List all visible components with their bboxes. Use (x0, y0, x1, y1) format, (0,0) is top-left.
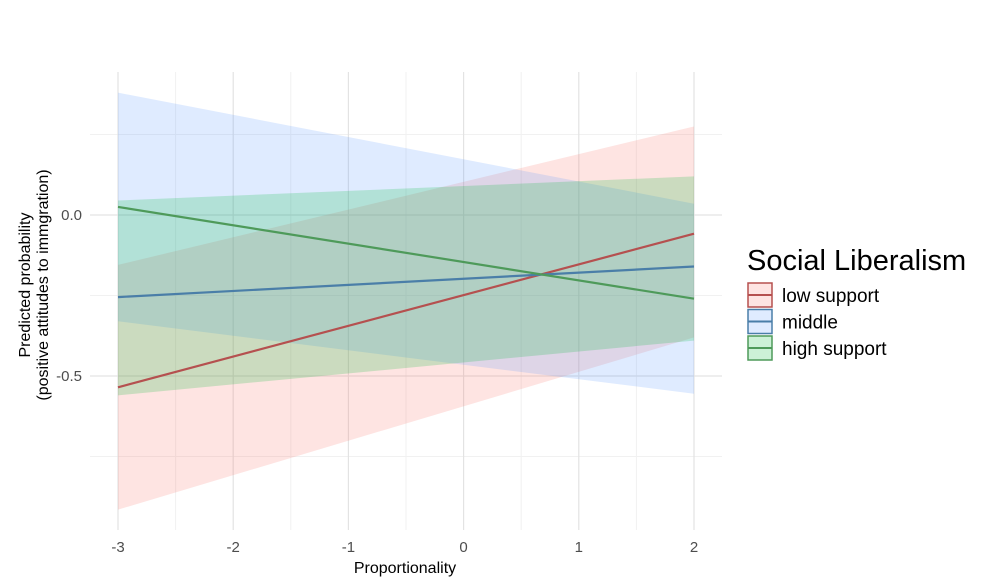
legend: Social Liberalism low support middle high … (747, 245, 966, 361)
confidence-bands (118, 92, 694, 510)
band-high-support (118, 176, 694, 396)
x-tick-label: -3 (111, 539, 124, 556)
x-tick-label: 2 (690, 539, 698, 556)
y-tick-label: 0.0 (61, 207, 82, 224)
y-axis-title-line-2: (positive attitudes to immgration) (35, 169, 52, 400)
x-axis-tick-labels: -3 -2 -1 0 1 2 (111, 539, 698, 556)
band-low-support (118, 126, 694, 510)
legend-title: Social Liberalism (747, 245, 966, 277)
series-lines (117, 205, 695, 389)
x-tick-label: -2 (227, 539, 240, 556)
line-low-support (117, 232, 695, 389)
legend-item-low-support: low support (747, 282, 880, 308)
y-tick-label: -0.5 (56, 368, 82, 385)
x-tick-label: 1 (575, 539, 583, 556)
minor-gridlines (90, 72, 722, 530)
x-tick-label: 0 (459, 539, 467, 556)
y-axis-title: Predicted probability (positive attitude… (17, 169, 52, 400)
y-axis-tick-labels: 0.0 -0.5 (56, 207, 82, 385)
x-tick-label: -1 (342, 539, 355, 556)
major-gridlines (90, 72, 722, 530)
legend-label: low support (782, 286, 880, 307)
line-high-support (117, 205, 695, 300)
legend-item-high-support: high support (747, 335, 887, 361)
legend-label: high support (782, 339, 887, 360)
legend-label: middle (782, 313, 838, 334)
x-axis-title: Proportionality (354, 560, 456, 577)
legend-item-middle: middle (747, 308, 838, 335)
y-axis-title-line-1: Predicted probability (17, 213, 34, 358)
band-middle (118, 92, 694, 394)
line-middle (117, 265, 695, 299)
